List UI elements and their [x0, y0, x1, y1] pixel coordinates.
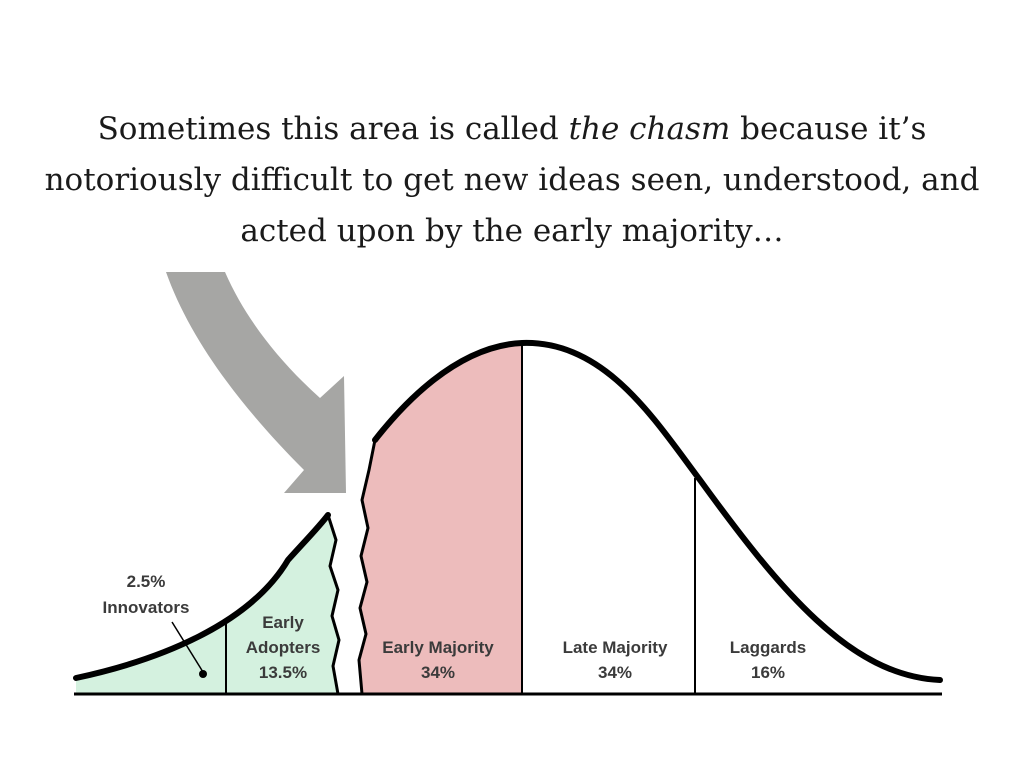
- segment-innovators-adopters-fill: [76, 515, 339, 694]
- caption-text-end: because it’s notoriously difficult to ge…: [44, 111, 980, 249]
- caption-emphasis: the chasm: [568, 111, 731, 147]
- bell-curve-left: [73, 512, 331, 681]
- chasm-edge-right: [357, 439, 377, 695]
- early-adopters-percent: 13.5%: [259, 663, 307, 682]
- bell-curve-right: [372, 339, 943, 683]
- innovators-marker: [199, 670, 207, 678]
- innovators-percent: 2.5%: [127, 572, 166, 591]
- segment-early-majority-fill: [359, 343, 522, 694]
- early-majority-percent: 34%: [421, 663, 455, 682]
- laggards-percent: 16%: [751, 663, 785, 682]
- caption-text-start: Sometimes this area is called: [97, 111, 569, 147]
- early-adopters-label-line1: Early: [262, 613, 304, 632]
- chasm-edge-left: [326, 514, 341, 695]
- laggards-label: Laggards: [730, 638, 807, 657]
- innovators-leader-line: [171, 621, 204, 673]
- late-majority-label: Late Majority: [563, 638, 668, 657]
- chasm-arrow: [166, 272, 346, 493]
- innovators-label: Innovators: [103, 598, 190, 617]
- late-majority-percent: 34%: [598, 663, 632, 682]
- slide-caption: Sometimes this area is called the chasm …: [40, 104, 984, 257]
- early-majority-label: Early Majority: [382, 638, 494, 657]
- early-adopters-label-line2: Adopters: [246, 638, 321, 657]
